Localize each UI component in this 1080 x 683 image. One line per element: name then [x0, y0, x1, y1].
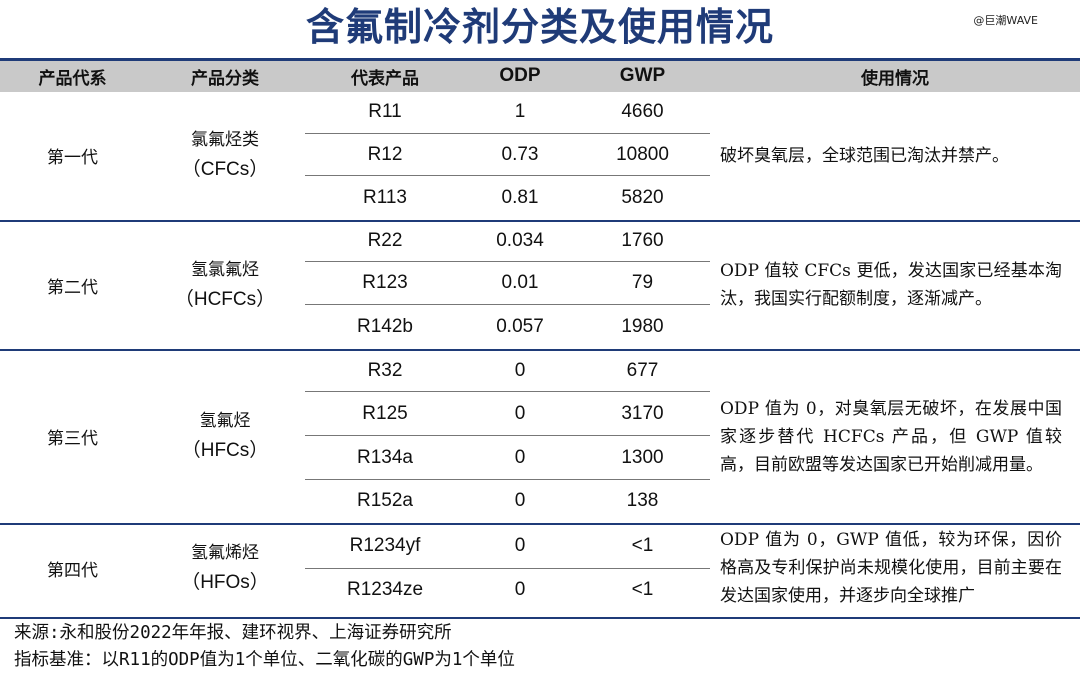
gwp-cell: 10800: [575, 133, 710, 176]
table-row: 第四代 氢氟烯烃 （HFOs） R1234yf 0 <1 ODP 值为 0，GW…: [0, 524, 1080, 606]
category-cn: 氢氯氟烃: [191, 259, 259, 280]
gwp-cell: 138: [575, 479, 710, 525]
watermark: @巨潮WAVE: [973, 14, 1038, 27]
odp-cell: 0: [465, 568, 575, 612]
generation-cell: 第三代: [0, 349, 145, 525]
odp-cell: 1: [514, 101, 526, 123]
header-product: 代表产品: [351, 68, 419, 89]
category-cn: 氯氟烃类: [191, 130, 259, 150]
odp-cell: 0: [465, 479, 575, 525]
header-usage: 使用情况: [861, 68, 929, 89]
page-title: 含氟制冷剂分类及使用情况: [305, 5, 774, 49]
product-cell: R125: [305, 391, 465, 436]
odp-cell: 0.01: [465, 261, 575, 305]
usage-cell: ODP 值较 CFCs 更低，发达国家已经基本淘汰，我国实行配额制度，逐渐减产。: [710, 220, 1080, 351]
gwp-cell: <1: [631, 535, 654, 557]
odp-cell: 0: [465, 391, 575, 436]
product-cell: R32: [367, 359, 403, 381]
header-gwp: GWP: [619, 65, 666, 87]
category-cn: 氢氟烯烃: [191, 542, 259, 563]
baseline-note: 指标基准：以R11的ODP值为1个单位、二氧化碳的GWP为1个单位: [14, 650, 515, 670]
category-en: （HCFCs）: [174, 288, 276, 310]
gwp-cell: 1980: [575, 304, 710, 351]
header-odp: ODP: [499, 65, 541, 87]
usage-cell: ODP 值为 0，对臭氧层无破坏，在发展中国家逐步替代 HCFCs 产品，但 G…: [710, 349, 1080, 525]
product-cell: R152a: [305, 479, 465, 525]
product-cell: R123: [305, 261, 465, 305]
table-row: R123 0.01 79: [0, 261, 1080, 305]
gwp-cell: 4660: [621, 101, 664, 123]
header-generation: 产品代系: [38, 68, 107, 89]
product-cell: R142b: [305, 304, 465, 351]
gwp-cell: 3170: [575, 391, 710, 436]
gwp-cell: 5820: [575, 175, 710, 222]
table-row: R1234ze 0 <1: [0, 568, 1080, 612]
table-row: R113 0.81 5820: [0, 175, 1080, 222]
product-cell: R11: [368, 101, 402, 123]
category-cell: 氢氯氟烃 （HCFCs）: [145, 220, 305, 351]
source-note: 来源:永和股份2022年年报、建环视界、上海证券研究所: [14, 623, 452, 643]
gwp-cell: 677: [626, 359, 659, 381]
table-row: R134a 0 1300: [0, 435, 1080, 480]
category-cn: 氢氟烃: [199, 411, 251, 431]
category-cell: 氢氟烃 （HFCs）: [145, 349, 305, 525]
usage-cell: 破坏臭氧层，全球范围已淘汰并禁产。: [710, 91, 1080, 222]
gwp-cell: <1: [575, 568, 710, 612]
product-cell: R1234ze: [305, 568, 465, 612]
odp-cell: 0.034: [496, 230, 544, 252]
generation-cell: 第四代: [47, 560, 98, 581]
odp-cell: 0: [514, 359, 526, 381]
refrigerant-table: 产品代系 产品分类 代表产品 ODP GWP 使用情况 第一代 氯氟烃类 （CF…: [0, 58, 1080, 612]
category-en: （CFCs）: [181, 159, 269, 180]
product-cell: R134a: [305, 435, 465, 480]
table-row: R142b 0.057 1980: [0, 304, 1080, 351]
product-cell: R113: [305, 175, 465, 222]
odp-cell: 0.73: [465, 133, 575, 176]
category-cell: 氯氟烃类 （CFCs）: [145, 91, 305, 222]
gwp-cell: 1760: [621, 230, 664, 252]
generation-cell: 第二代: [0, 220, 145, 351]
table-header-row: 产品代系 产品分类 代表产品 ODP GWP 使用情况: [0, 59, 1080, 92]
table-row: R12 0.73 10800: [0, 133, 1080, 176]
category-cell: 氢氟烯烃 （HFOs）: [145, 524, 305, 612]
product-cell: R12: [305, 133, 465, 176]
table-row: R152a 0 138: [0, 479, 1080, 525]
header-category: 产品分类: [191, 68, 259, 89]
footer: 来源:永和股份2022年年报、建环视界、上海证券研究所 指标基准：以R11的OD…: [14, 620, 515, 674]
table-row: 第三代 氢氟烃 （HFCs） R32 0 677 ODP 值为 0，对臭氧层无破…: [0, 349, 1080, 525]
table-bottom-rule: [0, 617, 1080, 619]
gwp-cell: 1300: [575, 435, 710, 480]
odp-cell: 0: [465, 435, 575, 480]
generation-cell: 第一代: [0, 91, 145, 222]
table-row: 第二代 氢氯氟烃 （HCFCs） R22 0.034 1760 ODP 值较 C…: [0, 220, 1080, 351]
usage-cell: ODP 值为 0，GWP 值低，较为环保，因价格高及专利保护尚未规模化使用，目前…: [720, 530, 1062, 606]
odp-cell: 0.81: [465, 175, 575, 222]
table-row: R125 0 3170: [0, 391, 1080, 436]
product-cell: R1234yf: [349, 535, 421, 557]
category-en: （HFCs）: [181, 440, 269, 461]
odp-cell: 0.057: [465, 304, 575, 351]
product-cell: R22: [367, 230, 403, 252]
gwp-cell: 79: [575, 261, 710, 305]
table-row: 第一代 氯氟烃类 （CFCs） R11 1 4660 破坏臭氧层，全球范围已淘汰…: [0, 91, 1080, 222]
odp-cell: 0: [514, 535, 526, 557]
category-en: （HFOs）: [181, 571, 269, 593]
